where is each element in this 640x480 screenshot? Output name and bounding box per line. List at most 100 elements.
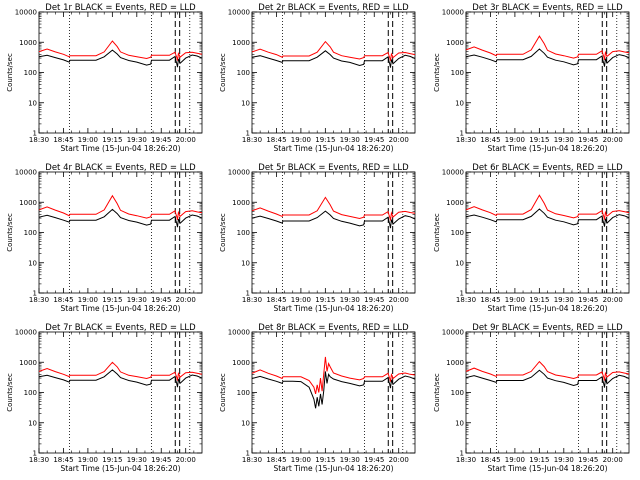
- x-tick-label: 18:45: [266, 136, 286, 144]
- x-tick-label: 19:45: [578, 296, 598, 304]
- x-tick-label: 18:30: [242, 136, 262, 144]
- y-tick-label: 1: [33, 450, 37, 458]
- x-tick-label: 18:30: [29, 136, 49, 144]
- x-axis-label: Start Time (15-Jun-04 18:26:20): [274, 304, 394, 313]
- series-events-line: [251, 210, 416, 229]
- y-axis-label: Counts/sec: [433, 213, 441, 252]
- y-tick-label: 10000: [15, 329, 37, 337]
- x-tick-label: 19:45: [151, 456, 171, 464]
- panel-title: Det 4r BLACK = Events, RED = LLD: [45, 163, 196, 173]
- chart-panel-5: Det 5r BLACK = Events, RED = LLD 1 10 100 10…: [219, 163, 416, 313]
- x-tick-label: 19:00: [78, 296, 98, 304]
- y-tick-label: 10000: [442, 329, 464, 337]
- x-tick-label: 19:15: [315, 136, 335, 144]
- plot-frame: [38, 11, 203, 134]
- x-axis-label: Start Time (15-Jun-04 18:26:20): [61, 144, 181, 153]
- x-tick-label: 19:15: [529, 296, 549, 304]
- y-axis-label: Counts/sec: [433, 373, 441, 412]
- plot-frame: [38, 331, 203, 454]
- chart-panel-2: Det 2r BLACK = Events, RED = LLD 1 10 100 10…: [219, 3, 416, 153]
- panel-title: Det 6r BLACK = Events, RED = LLD: [472, 163, 623, 173]
- y-axis-label: Counts/sec: [433, 53, 441, 92]
- x-tick-label: 19:30: [340, 136, 360, 144]
- x-tick-label: 19:15: [102, 136, 122, 144]
- x-tick-label: 18:30: [456, 456, 476, 464]
- y-axis-label: Counts/sec: [219, 53, 227, 92]
- y-tick-label: 1: [33, 290, 37, 298]
- y-tick-label: 1000: [232, 199, 250, 207]
- series-events-line: [38, 369, 203, 388]
- y-tick-label: 10: [455, 419, 464, 427]
- y-tick-label: 1: [33, 130, 37, 138]
- x-tick-label: 20:00: [176, 136, 196, 144]
- y-tick-label: 100: [24, 389, 37, 397]
- series-lld-line: [465, 35, 630, 61]
- x-tick-label: 19:00: [78, 136, 98, 144]
- x-tick-label: 19:45: [364, 136, 384, 144]
- y-tick-label: 1000: [19, 359, 37, 367]
- y-tick-label: 1: [460, 130, 464, 138]
- y-tick-label: 10000: [15, 169, 37, 177]
- y-tick-label: 100: [451, 69, 464, 77]
- y-tick-label: 10000: [228, 9, 250, 17]
- x-tick-label: 18:30: [29, 296, 49, 304]
- x-axis-label: Start Time (15-Jun-04 18:26:20): [61, 464, 181, 473]
- x-tick-label: 20:00: [389, 296, 409, 304]
- x-tick-label: 18:45: [53, 296, 73, 304]
- panel-title: Det 1r BLACK = Events, RED = LLD: [45, 3, 196, 13]
- x-tick-label: 19:15: [102, 296, 122, 304]
- series-lld-line: [38, 40, 203, 61]
- series-events-line: [465, 48, 630, 67]
- plot-frame: [465, 171, 630, 294]
- y-tick-label: 1000: [19, 199, 37, 207]
- x-tick-label: 19:15: [315, 296, 335, 304]
- x-tick-label: 19:00: [291, 456, 311, 464]
- plot-frame: [465, 11, 630, 134]
- series-events-line: [251, 50, 416, 68]
- y-tick-label: 10000: [228, 329, 250, 337]
- series-events-line: [38, 208, 203, 228]
- plot-frame: [251, 171, 416, 294]
- x-tick-label: 18:45: [53, 136, 73, 144]
- x-tick-label: 19:45: [578, 456, 598, 464]
- y-tick-label: 10000: [15, 9, 37, 17]
- x-tick-label: 20:00: [603, 296, 623, 304]
- x-tick-label: 19:00: [505, 296, 525, 304]
- x-tick-label: 19:30: [127, 136, 147, 144]
- y-axis-label: Counts/sec: [219, 373, 227, 412]
- series-lld-line: [465, 194, 630, 220]
- x-tick-label: 20:00: [176, 296, 196, 304]
- y-tick-label: 100: [237, 229, 250, 237]
- y-tick-label: 100: [451, 389, 464, 397]
- chart-panel-4: Det 4r BLACK = Events, RED = LLD 1 10 100 10…: [6, 163, 203, 313]
- y-tick-label: 1: [246, 130, 250, 138]
- x-tick-label: 19:30: [127, 456, 147, 464]
- x-tick-label: 20:00: [176, 456, 196, 464]
- y-axis-label: Counts/sec: [219, 213, 227, 252]
- x-tick-label: 19:30: [340, 456, 360, 464]
- series-lld-line: [465, 360, 630, 381]
- y-tick-label: 10: [241, 419, 250, 427]
- x-tick-label: 19:45: [364, 456, 384, 464]
- y-tick-label: 100: [24, 69, 37, 77]
- x-tick-label: 19:00: [505, 456, 525, 464]
- plot-frame: [251, 11, 416, 134]
- x-tick-label: 19:00: [505, 136, 525, 144]
- series-lld-line: [251, 40, 416, 61]
- chart-panel-1: Det 1r BLACK = Events, RED = LLD 1 10 100 10…: [6, 3, 203, 153]
- series-events-line: [38, 49, 203, 68]
- series-events-line: [251, 371, 416, 409]
- x-tick-label: 19:45: [578, 136, 598, 144]
- y-tick-label: 1000: [446, 199, 464, 207]
- y-tick-label: 1: [460, 450, 464, 458]
- y-tick-label: 1000: [19, 39, 37, 47]
- x-axis-label: Start Time (15-Jun-04 18:26:20): [488, 304, 608, 313]
- x-axis-label: Start Time (15-Jun-04 18:26:20): [61, 304, 181, 313]
- x-tick-label: 20:00: [603, 136, 623, 144]
- y-tick-label: 100: [24, 229, 37, 237]
- x-tick-label: 18:45: [480, 456, 500, 464]
- panel-title: Det 3r BLACK = Events, RED = LLD: [472, 3, 623, 13]
- plot-frame: [38, 171, 203, 294]
- y-tick-label: 10: [28, 259, 37, 267]
- x-tick-label: 19:45: [364, 296, 384, 304]
